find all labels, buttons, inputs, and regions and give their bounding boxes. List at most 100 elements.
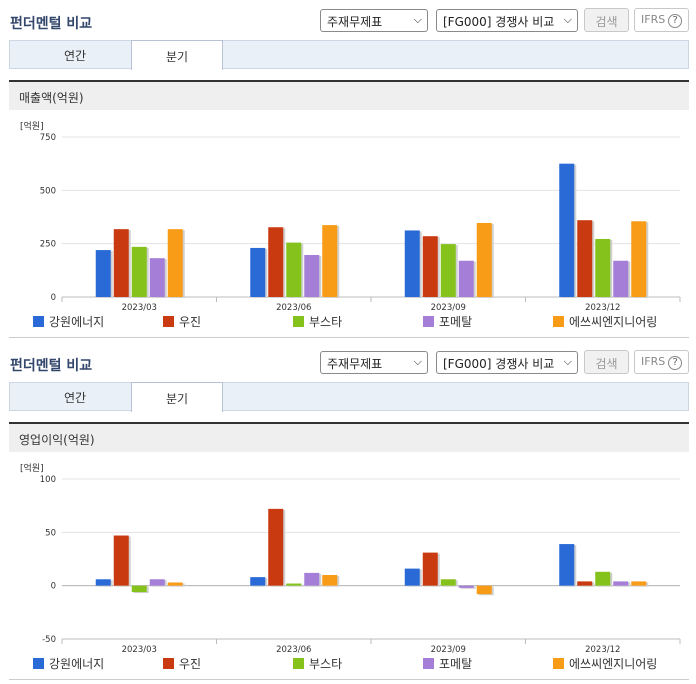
bar[interactable]: [440, 244, 456, 297]
bar[interactable]: [250, 577, 266, 586]
panel-title: 펀더멘털 비교: [10, 358, 93, 374]
bar[interactable]: [613, 260, 629, 297]
x-tick-label: 2023/03: [122, 303, 157, 313]
legend-item-sc-engineering[interactable]: 에쓰씨엔지니어링: [553, 655, 657, 672]
legend-item-pometal[interactable]: 포메탈: [423, 655, 472, 672]
bar[interactable]: [422, 552, 438, 586]
x-tick-label: 2023/09: [431, 303, 466, 313]
bar[interactable]: [404, 230, 420, 297]
bar[interactable]: [304, 572, 320, 586]
bar[interactable]: [95, 579, 111, 586]
tab-annual[interactable]: 연간: [63, 391, 87, 405]
bar[interactable]: [95, 250, 111, 297]
help-icon: ?: [668, 14, 683, 28]
revenue-bar-chart: 750 500 250 0 2023/03 2023/06 2023/09 2023/12: [40, 133, 681, 313]
bar[interactable]: [559, 163, 575, 297]
legend-item-sc-engineering[interactable]: 에쓰씨엔지니어링: [553, 313, 657, 330]
bar[interactable]: [559, 544, 575, 586]
legend-swatch: [293, 658, 304, 669]
bar[interactable]: [476, 222, 492, 297]
bar[interactable]: [577, 581, 593, 586]
peer-select[interactable]: [FG000] 경쟁사 비교 ⌵: [436, 9, 578, 32]
panel-header: 펀더멘털 비교 주재무제표 ⌵ [FG000] 경쟁사 비교 ⌵ 검색 IFRS…: [0, 0, 696, 40]
legend-item-kangwon[interactable]: 강원에너지: [33, 313, 104, 330]
bar[interactable]: [149, 579, 165, 586]
legend-label: 강원에너지: [49, 657, 105, 671]
legend-label: 우진: [179, 315, 202, 329]
search-button[interactable]: 검색: [584, 350, 629, 374]
legend-item-busta[interactable]: 부스타: [293, 313, 342, 330]
bar[interactable]: [131, 585, 147, 593]
bar[interactable]: [476, 585, 492, 595]
peer-select[interactable]: [FG000] 경쟁사 비교 ⌵: [436, 351, 578, 374]
chart-title-band: 매출액(억원): [9, 80, 689, 110]
ifrs-button[interactable]: IFRS?: [634, 350, 689, 374]
y-tick-label: 0: [51, 293, 56, 303]
legend-item-busta[interactable]: 부스타: [293, 655, 342, 672]
legend-label: 에쓰씨엔지니어링: [569, 657, 658, 671]
x-tick-label: 2023/09: [431, 645, 466, 655]
unit-label: [억원]: [20, 122, 44, 132]
bar[interactable]: [250, 247, 266, 297]
bar[interactable]: [167, 229, 183, 297]
legend-label: 포메탈: [439, 657, 473, 671]
bar[interactable]: [595, 571, 611, 586]
bar[interactable]: [613, 581, 629, 586]
bar[interactable]: [631, 221, 647, 297]
legend-swatch: [33, 658, 44, 669]
panel-title: 펀더멘털 비교: [10, 16, 93, 32]
bar[interactable]: [268, 508, 284, 586]
peer-select-value: [FG000] 경쟁사 비교: [443, 357, 555, 371]
period-tabs: 연간 분기: [9, 40, 689, 70]
bar[interactable]: [458, 260, 474, 297]
period-tabs: 연간 분기: [9, 382, 689, 412]
chart-title: 영업이익(억원): [19, 433, 95, 447]
legend-item-pometal[interactable]: 포메탈: [423, 313, 472, 330]
ifrs-button[interactable]: IFRS?: [634, 8, 689, 32]
bar[interactable]: [440, 579, 456, 586]
ifrs-label: IFRS: [641, 13, 666, 26]
panel-header: 펀더멘털 비교 주재무제표 ⌵ [FG000] 경쟁사 비교 ⌵ 검색 IFRS…: [0, 342, 696, 382]
y-tick-label: 100: [40, 475, 56, 485]
tab-quarterly[interactable]: 분기: [131, 40, 223, 70]
bar[interactable]: [149, 258, 165, 297]
legend-swatch: [423, 658, 434, 669]
x-tick-label: 2023/06: [276, 303, 311, 313]
legend-item-kangwon[interactable]: 강원에너지: [33, 655, 104, 672]
bar[interactable]: [268, 227, 284, 297]
bar[interactable]: [113, 535, 129, 586]
x-tick-label: 2023/03: [122, 645, 157, 655]
y-tick-label: -50: [42, 635, 56, 645]
tab-annual[interactable]: 연간: [63, 49, 87, 63]
bar[interactable]: [458, 585, 474, 588]
legend-swatch: [553, 316, 564, 327]
bar[interactable]: [404, 568, 420, 586]
bar[interactable]: [286, 242, 302, 297]
bar[interactable]: [286, 583, 302, 586]
legend-swatch: [163, 658, 174, 669]
bar[interactable]: [595, 238, 611, 297]
bar[interactable]: [631, 581, 647, 586]
x-tick-label: 2023/12: [585, 645, 620, 655]
bar[interactable]: [322, 225, 338, 297]
bar[interactable]: [577, 220, 593, 297]
bar[interactable]: [131, 246, 147, 297]
statement-select[interactable]: 주재무제표 ⌵: [320, 9, 428, 32]
legend-label: 부스타: [309, 657, 343, 671]
bar[interactable]: [322, 575, 338, 586]
statement-select[interactable]: 주재무제표 ⌵: [320, 351, 428, 374]
bar[interactable]: [304, 254, 320, 297]
help-icon: ?: [668, 356, 683, 370]
legend-item-woojin[interactable]: 우진: [163, 313, 201, 330]
x-tick-label: 2023/12: [585, 303, 620, 313]
tab-quarterly[interactable]: 분기: [131, 382, 223, 412]
legend-item-woojin[interactable]: 우진: [163, 655, 201, 672]
operating-income-bar-chart: 100 50 0 -50 2023/03 2023/06 2023/09 2023/12: [40, 475, 681, 655]
chart-title-band: 영업이익(억원): [9, 422, 689, 452]
bar[interactable]: [167, 582, 183, 586]
bar[interactable]: [113, 229, 129, 297]
bar[interactable]: [422, 236, 438, 297]
legend-swatch: [293, 316, 304, 327]
search-button[interactable]: 검색: [584, 8, 629, 32]
legend-label: 에쓰씨엔지니어링: [569, 315, 658, 329]
